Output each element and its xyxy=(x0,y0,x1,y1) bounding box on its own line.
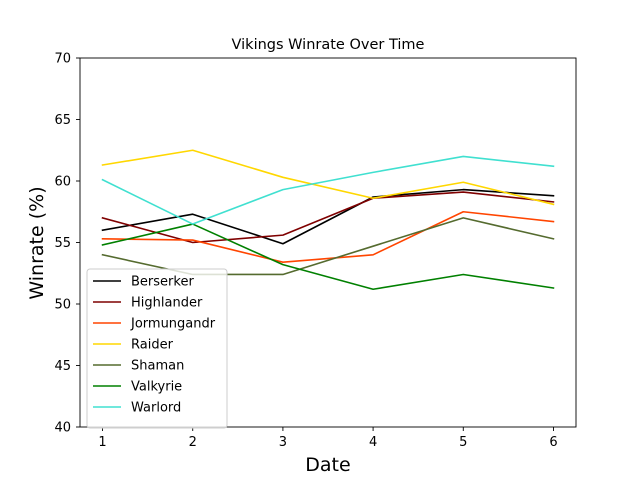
y-tick-label: 55 xyxy=(54,236,71,251)
chart-title: Vikings Winrate Over Time xyxy=(232,37,425,53)
x-tick-label: 1 xyxy=(98,435,106,450)
series-line-highlander xyxy=(101,191,555,244)
x-tick-label: 5 xyxy=(459,435,467,450)
y-tick-label: 60 xyxy=(54,175,71,190)
x-tick-label: 2 xyxy=(189,435,197,450)
legend-label-warlord: Warlord xyxy=(131,401,181,416)
x-axis-label: Date xyxy=(305,454,350,476)
legend-label-highlander: Highlander xyxy=(131,296,203,311)
legend-label-raider: Raider xyxy=(131,338,174,353)
legend-label-berserker: Berserker xyxy=(131,275,194,290)
legend-box xyxy=(86,268,228,429)
y-tick-label: 50 xyxy=(54,298,71,313)
y-tick-label: 70 xyxy=(54,52,71,67)
series-line-warlord xyxy=(101,155,555,225)
series-line-jormungandr xyxy=(101,210,555,263)
legend-label-jormungandr: Jormungandr xyxy=(130,317,216,332)
x-tick-label: 3 xyxy=(279,435,287,450)
legend-label-valkyrie: Valkyrie xyxy=(131,380,182,395)
y-tick-label: 40 xyxy=(54,421,71,436)
x-tick-label: 6 xyxy=(549,435,557,450)
series-line-valkyrie xyxy=(101,223,555,291)
y-axis-label: Winrate (%) xyxy=(26,186,48,299)
legend: Berserker Highlander Jormungandr Raider Sham… xyxy=(86,268,228,429)
y-tick-label: 65 xyxy=(54,113,71,128)
x-tick-label: 4 xyxy=(369,435,377,450)
y-tick-label: 45 xyxy=(54,359,71,374)
plot-area xyxy=(101,149,555,291)
series-line-raider xyxy=(101,149,555,206)
legend-label-shaman: Shaman xyxy=(131,359,184,374)
